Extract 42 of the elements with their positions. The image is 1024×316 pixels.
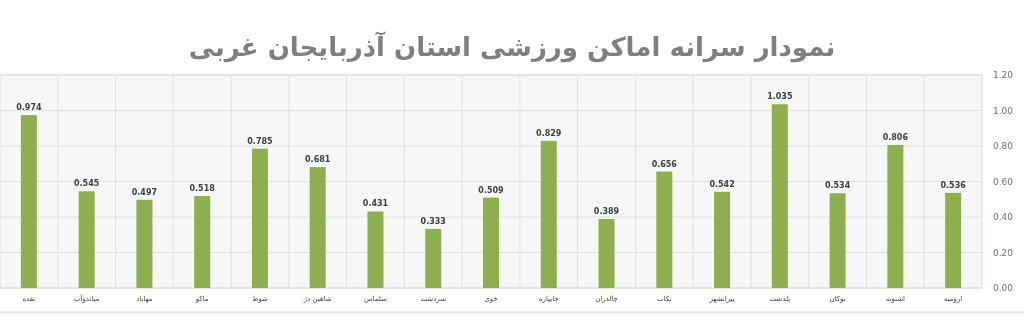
data-label: 0.509 [478,185,505,195]
data-label: 0.518 [189,184,216,194]
bar [771,104,788,288]
bar [78,191,95,288]
y-tick-label: 1.20 [992,70,1014,80]
data-label: 0.497 [131,187,158,197]
y-tick-label: 0.00 [992,283,1014,293]
bar [714,191,731,288]
data-label: 0.536 [940,180,967,190]
y-tick-label: 0.40 [992,212,1014,222]
data-label: 1.035 [767,92,793,102]
bar [194,196,211,288]
data-label: 0.681 [305,155,331,165]
bar [656,171,673,288]
bar [829,193,846,288]
bar [309,167,326,288]
data-label: 0.545 [73,179,100,189]
y-tick-label: 0.60 [992,176,1014,187]
data-label: 0.534 [824,181,851,191]
bar [20,115,37,288]
bar [540,140,557,288]
y-tick-label: 0.20 [992,247,1014,258]
data-label: 0.974 [16,103,42,113]
data-label: 0.333 [420,216,446,226]
y-tick-label: 0.80 [992,141,1014,151]
bar [367,211,384,288]
data-label: 0.542 [709,179,735,189]
y-tick-label: 1.00 [992,105,1014,116]
data-label: 0.431 [362,199,389,209]
data-label: 0.656 [651,159,678,169]
data-label: 0.785 [247,136,274,146]
data-label: 0.389 [593,206,620,216]
bar [136,199,153,288]
bar [598,218,615,288]
bar [483,197,499,288]
bar [425,228,442,288]
bar [251,148,268,288]
data-label: 0.829 [536,128,562,138]
chart-title: نمودار سرانه اماکن ورزشی استان آذربایجان غربی [188,31,836,63]
bar [887,144,904,288]
bar [945,192,962,288]
data-label: 0.806 [882,132,909,142]
